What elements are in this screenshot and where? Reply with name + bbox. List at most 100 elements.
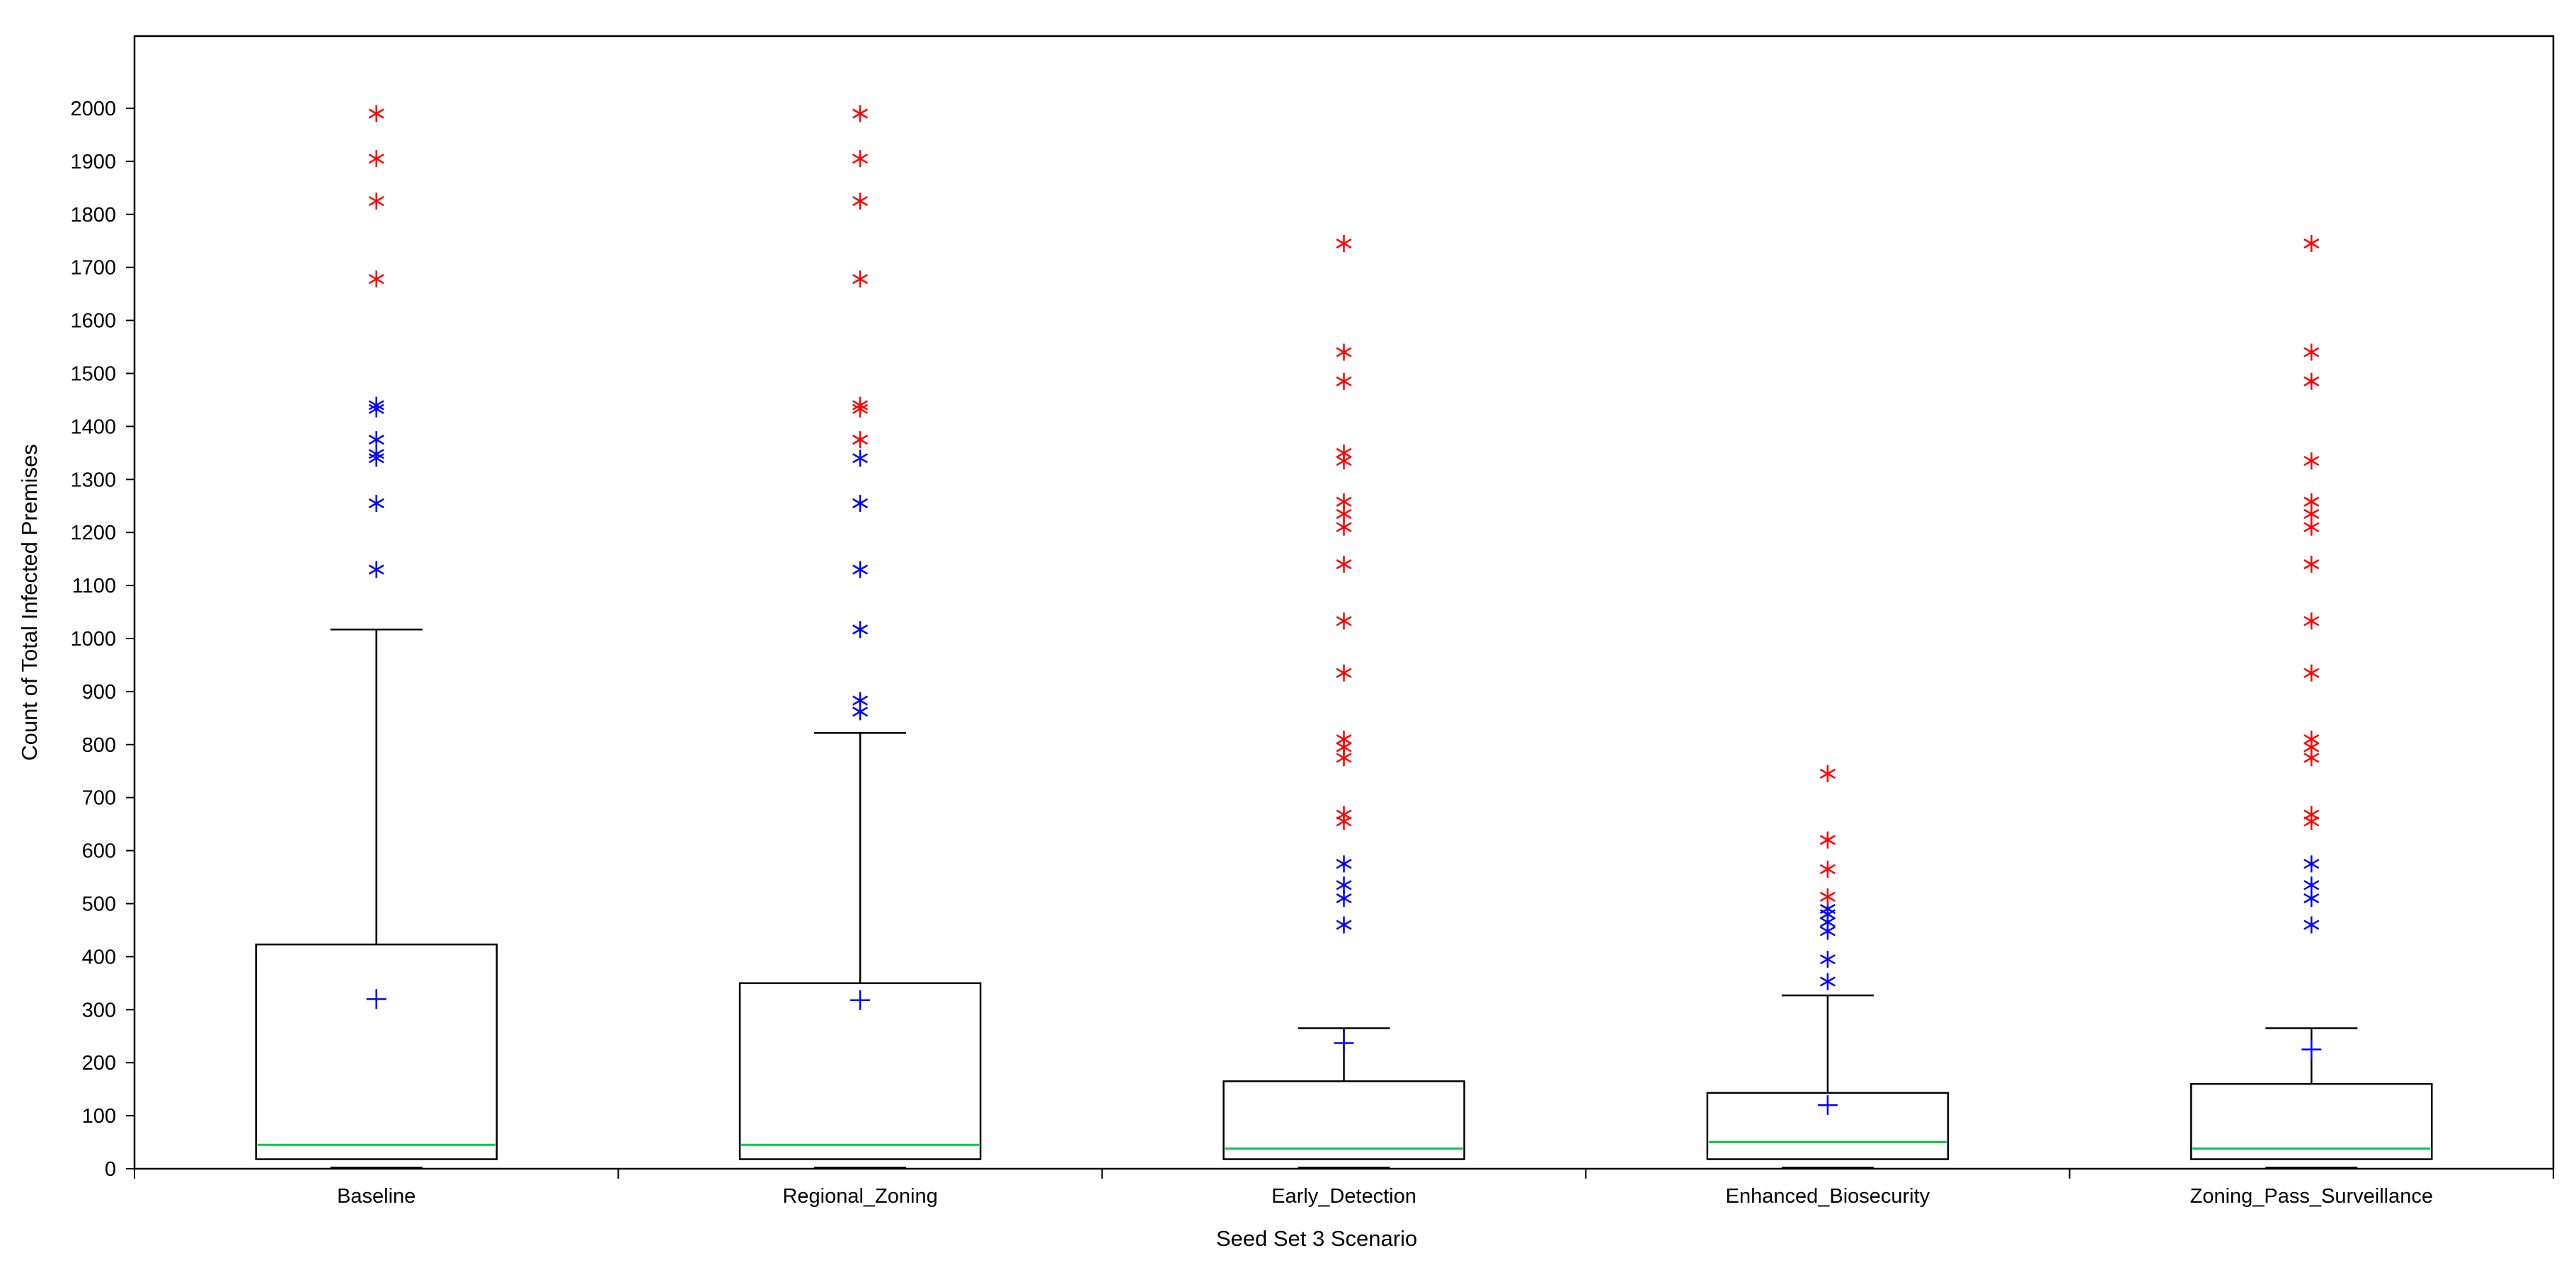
- y-tick-label: 2000: [70, 98, 116, 120]
- y-tick-label: 1400: [70, 416, 116, 438]
- extreme-outlier: [1336, 444, 1352, 462]
- extreme-outlier: [1336, 806, 1352, 823]
- extreme-outlier-shape: [2303, 372, 2320, 390]
- mild-outlier: [368, 431, 384, 449]
- y-tick-label: 1800: [70, 204, 116, 227]
- y-tick-label: 1200: [70, 522, 116, 544]
- extreme-outlier-shape: [2303, 493, 2320, 510]
- extreme-outlier: [1336, 234, 1352, 252]
- extreme-outlier-shape: [2303, 343, 2320, 361]
- y-tick-label: 1500: [70, 363, 116, 386]
- extreme-outlier-shape: [2303, 664, 2320, 682]
- y-tick-label: 400: [82, 946, 116, 968]
- extreme-outlier: [1336, 343, 1352, 361]
- y-tick-label: 1600: [70, 310, 116, 333]
- extreme-outlier: [1819, 765, 1836, 782]
- extreme-outlier: [1336, 731, 1352, 748]
- x-axis-title: Seed Set 3 Scenario: [1216, 1226, 1417, 1251]
- extreme-outlier: [1336, 493, 1352, 510]
- mild-outlier-shape: [852, 692, 869, 709]
- y-tick-label: 100: [82, 1105, 116, 1128]
- extreme-outlier: [1336, 556, 1352, 573]
- mild-outlier: [852, 450, 869, 467]
- extreme-outlier-shape: [1336, 234, 1352, 252]
- y-tick-label: 200: [82, 1052, 116, 1075]
- mild-outlier: [852, 692, 869, 709]
- mild-outlier: [852, 561, 869, 578]
- extreme-outlier: [2303, 234, 2320, 252]
- extreme-outlier: [852, 396, 869, 414]
- extreme-outlier-shape: [368, 150, 384, 168]
- extreme-outlier-shape: [852, 193, 869, 210]
- mild-outlier-shape: [368, 445, 384, 463]
- extreme-outlier: [368, 270, 384, 288]
- extreme-outlier: [852, 150, 869, 168]
- mild-outlier-shape: [1336, 876, 1352, 894]
- x-tick-label: Enhanced_Biosecurity: [1726, 1185, 1930, 1208]
- mild-outlier: [1336, 855, 1352, 873]
- extreme-outlier: [368, 193, 384, 210]
- extreme-outlier-shape: [1336, 731, 1352, 748]
- extreme-outlier: [368, 150, 384, 168]
- extreme-outlier: [1819, 888, 1836, 905]
- mild-outlier-shape: [368, 495, 384, 513]
- iqr-box: [255, 943, 498, 1160]
- extreme-outlier-shape: [1819, 765, 1836, 782]
- extreme-outlier: [2303, 612, 2320, 630]
- extreme-outlier: [2303, 343, 2320, 361]
- x-tick-label: Early_Detection: [1271, 1185, 1416, 1208]
- box-group-early-detection: [1223, 234, 1465, 1169]
- y-tick-label: 1700: [70, 257, 116, 280]
- y-tick-label: 300: [82, 999, 116, 1021]
- mild-outlier: [368, 495, 384, 513]
- mild-outlier-shape: [852, 450, 869, 467]
- extreme-outlier-shape: [1819, 831, 1836, 849]
- extreme-outlier: [2303, 664, 2320, 682]
- y-tick-label: 800: [82, 734, 116, 757]
- mild-outlier: [368, 396, 384, 414]
- mild-outlier: [1819, 951, 1836, 968]
- extreme-outlier-shape: [2303, 612, 2320, 630]
- extreme-outlier: [852, 270, 869, 288]
- box-group-baseline: [255, 105, 498, 1169]
- mild-outlier-shape: [1819, 973, 1836, 990]
- boxes: [255, 105, 2433, 1169]
- extreme-outlier: [2303, 493, 2320, 510]
- extreme-outlier-shape: [2303, 234, 2320, 252]
- y-tick-label: 0: [105, 1158, 116, 1181]
- iqr-box: [2190, 1082, 2433, 1160]
- extreme-outlier-shape: [2303, 452, 2320, 470]
- extreme-outlier-shape: [852, 150, 869, 168]
- mild-outlier-shape: [368, 431, 384, 449]
- box-group-zoning-pass-surveillance: [2190, 234, 2433, 1169]
- mild-outlier: [2303, 855, 2320, 873]
- mild-outlier-shape: [368, 396, 384, 414]
- y-tick-label: 1300: [70, 469, 116, 491]
- mild-outlier: [852, 495, 869, 513]
- iqr-box: [1706, 1092, 1950, 1160]
- extreme-outlier-shape: [2303, 731, 2320, 748]
- mild-outlier: [852, 621, 869, 639]
- extreme-outlier: [1336, 664, 1352, 682]
- extreme-outlier-shape: [1336, 444, 1352, 462]
- extreme-outlier: [1819, 831, 1836, 849]
- mild-outlier-shape: [852, 561, 869, 578]
- extreme-outlier-shape: [852, 396, 869, 414]
- extreme-outlier-shape: [1336, 664, 1352, 682]
- mild-outlier-shape: [368, 561, 384, 578]
- extreme-outlier: [368, 105, 384, 122]
- extreme-outlier-shape: [1336, 343, 1352, 361]
- iqr-box: [738, 982, 982, 1160]
- extreme-outlier-shape: [1336, 556, 1352, 573]
- extreme-outlier: [2303, 452, 2320, 470]
- extreme-outlier-shape: [368, 193, 384, 210]
- x-tick-label: Zoning_Pass_Surveillance: [2190, 1185, 2433, 1208]
- extreme-outlier-shape: [368, 105, 384, 122]
- box-group-enhanced-biosecurity: [1706, 765, 1950, 1169]
- mild-outlier-shape: [852, 495, 869, 513]
- box-group-regional-zoning: [738, 105, 982, 1169]
- mild-outlier: [368, 561, 384, 578]
- y-tick-label: 1900: [70, 151, 116, 173]
- mild-outlier-shape: [1819, 951, 1836, 968]
